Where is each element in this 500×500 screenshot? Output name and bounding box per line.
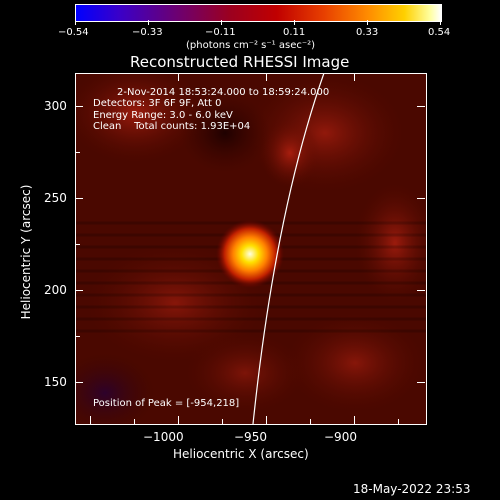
time-range-label: 2-Nov-2014 18:53:24.000 to 18:59:24.000 — [117, 87, 330, 98]
colorbar-tick-label: 0.54 — [428, 27, 451, 38]
y-axis-label: Heliocentric Y (arcsec) — [19, 184, 33, 320]
image-canvas — [75, 73, 426, 424]
plot-title: Reconstructed RHESSI Image — [130, 53, 350, 71]
colorbar-tick-label: −0.33 — [132, 27, 163, 38]
colorbar-tick-label: −0.54 — [58, 27, 89, 38]
x-tick-label: −1000 — [143, 430, 184, 444]
peak-position-label: Position of Peak = [-954,218] — [93, 398, 240, 409]
peak-source — [216, 220, 284, 288]
solar-limb — [252, 73, 325, 424]
x-axis-label: Heliocentric X (arcsec) — [173, 447, 309, 461]
colorbar-units-label: (photons cm⁻² s⁻¹ asec⁻²) — [186, 40, 316, 51]
colorbar — [75, 4, 442, 22]
y-tick-label: 300 — [44, 99, 67, 113]
energy-range-label: Energy Range: 3.0 - 6.0 keV — [93, 110, 233, 121]
algorithm-label: Clean Total counts: 1.93E+04 — [93, 121, 251, 132]
x-tick-label: −950 — [234, 430, 267, 444]
y-tick-label: 150 — [44, 375, 67, 389]
colorbar-tick-label: 0.33 — [356, 27, 379, 38]
rhessi-image: 2-Nov-2014 18:53:24.000 to 18:59:24.000 … — [75, 73, 426, 424]
colorbar-tick-label: 0.11 — [283, 27, 306, 38]
x-tick-label: −900 — [324, 430, 357, 444]
detectors-label: Detectors: 3F 6F 9F, Att 0 — [93, 98, 222, 109]
footer-timestamp: 18-May-2022 23:53 — [353, 482, 471, 496]
colorbar-tick-label: −0.11 — [205, 27, 236, 38]
y-tick-label: 200 — [44, 283, 67, 297]
y-tick-label: 250 — [44, 191, 67, 205]
